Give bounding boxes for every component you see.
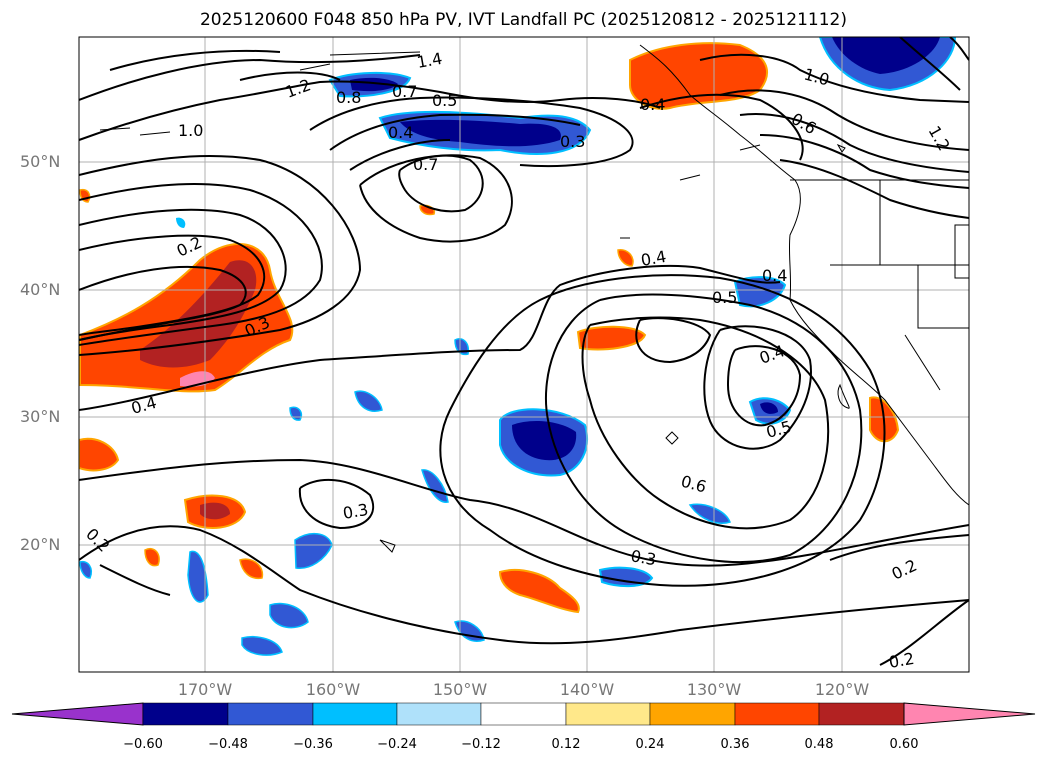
colorbar-bin bbox=[649, 702, 736, 726]
map-title: 2025120600 F048 850 hPa PV, IVT Landfall… bbox=[199, 10, 847, 30]
colorbar-tick-label: 0.12 bbox=[551, 737, 581, 752]
colorbar-tick-label: −0.36 bbox=[293, 737, 333, 752]
colorbar-bin bbox=[818, 702, 905, 726]
contour-label: 0.4 bbox=[640, 95, 665, 114]
contour-label: 0.4 bbox=[639, 247, 667, 270]
contour-label: 0.3 bbox=[629, 546, 657, 569]
colorbar-min-extend bbox=[11, 702, 144, 726]
contour-label: 0.7 bbox=[413, 155, 438, 174]
lat-label-20n: 20°N bbox=[20, 535, 61, 554]
map-frame bbox=[78, 36, 970, 673]
lat-label-40n: 40°N bbox=[20, 280, 61, 299]
lon-label-130w: 130°W bbox=[686, 680, 742, 699]
contour-label: 0.5 bbox=[712, 288, 737, 307]
colorbar-bin bbox=[312, 702, 398, 726]
contour-label: 0.7 bbox=[392, 82, 417, 101]
contour-label: 1.4 bbox=[415, 49, 443, 72]
lon-label-150w: 150°W bbox=[432, 680, 488, 699]
colorbar-tick-label: −0.12 bbox=[461, 737, 501, 752]
map-plot-area: 1.2 0.8 0.7 1.4 0.5 1.0 0.4 0.3 0.7 0.4 … bbox=[79, 37, 969, 672]
colorbar-tick-label: 0.48 bbox=[804, 737, 834, 752]
lat-label-50n: 50°N bbox=[20, 152, 61, 171]
colorbar-tick-label: −0.60 bbox=[123, 737, 163, 752]
colorbar-max-extend bbox=[903, 702, 1036, 726]
contour-label: 0.3 bbox=[560, 132, 585, 151]
lon-label-160w: 160°W bbox=[305, 680, 361, 699]
graticule bbox=[79, 37, 969, 672]
colorbar-bin bbox=[396, 702, 482, 726]
contour-label: 0.3 bbox=[341, 500, 369, 523]
lat-label-30n: 30°N bbox=[20, 407, 61, 426]
lon-label-140w: 140°W bbox=[559, 680, 615, 699]
colorbar-bin bbox=[565, 702, 651, 726]
coastlines bbox=[99, 44, 969, 553]
lon-label-120w: 120°W bbox=[814, 680, 870, 699]
contour-label: 0.8 bbox=[336, 88, 361, 107]
pv-contours bbox=[79, 37, 969, 666]
contour-label: 0.4 bbox=[388, 123, 413, 142]
colorbar-tick-label: 0.36 bbox=[720, 737, 750, 752]
colorbar-tick-label: 0.60 bbox=[889, 737, 919, 752]
lon-label-170w: 170°W bbox=[177, 680, 233, 699]
colorbar-bin bbox=[142, 702, 229, 726]
colorbar-bin bbox=[227, 702, 314, 726]
colorbar bbox=[11, 702, 1036, 726]
colorbar-bin bbox=[734, 702, 820, 726]
colorbar-tick-label: 0.24 bbox=[635, 737, 665, 752]
contour-label: 0.4 bbox=[762, 266, 787, 285]
contour-label: 1.0 bbox=[178, 121, 203, 140]
contour-label: 0.5 bbox=[432, 91, 457, 110]
colorbar-tick-label: −0.48 bbox=[208, 737, 248, 752]
contour-label: 0.2 bbox=[887, 649, 915, 672]
colorbar-tick-label: −0.24 bbox=[377, 737, 417, 752]
colorbar-bin bbox=[480, 702, 567, 726]
